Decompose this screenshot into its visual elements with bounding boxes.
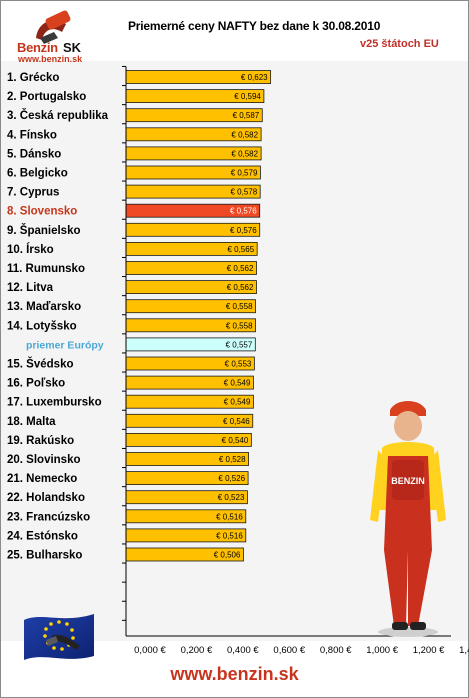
x-tick-label: 1,000 € bbox=[366, 645, 398, 656]
eu-flag-image bbox=[24, 614, 94, 660]
category-label: 5. Dánsko bbox=[7, 148, 61, 160]
value-label: € 0,579 bbox=[231, 169, 258, 178]
value-label: € 0,562 bbox=[227, 264, 254, 273]
value-label: € 0,578 bbox=[230, 188, 257, 197]
chart-title: Priemerné ceny NAFTY bez dane k 30.08.20… bbox=[128, 19, 381, 33]
value-label: € 0,557 bbox=[226, 340, 253, 349]
category-label: 20. Slovinsko bbox=[7, 454, 81, 466]
logo-suffix-text: SK bbox=[63, 40, 82, 55]
value-label: € 0,587 bbox=[233, 111, 260, 120]
value-label: € 0,576 bbox=[230, 207, 257, 216]
category-label: 15. Švédsko bbox=[7, 358, 73, 371]
fuel-nozzle-icon bbox=[36, 10, 71, 44]
logo-url-text: www.benzin.sk bbox=[18, 54, 83, 64]
chart-subtitle: v25 štátoch EU bbox=[360, 38, 439, 50]
value-label: € 0,526 bbox=[218, 474, 245, 483]
value-label: € 0,623 bbox=[241, 73, 268, 82]
category-label: 25. Bulharsko bbox=[7, 550, 82, 562]
value-label: € 0,594 bbox=[234, 92, 261, 101]
category-label: 19. Rakúsko bbox=[7, 435, 74, 447]
bars-layer: € 0,623 € 0,594 € 0,587 € 0,582 € 0,582 € 0,5… bbox=[125, 70, 272, 562]
value-label: € 0,516 bbox=[216, 531, 243, 540]
category-label: 3. Česká republika bbox=[7, 109, 109, 122]
category-label: 21. Nemecko bbox=[7, 473, 77, 485]
category-label: 18. Malta bbox=[7, 416, 56, 428]
x-tick-label: 0,600 € bbox=[273, 645, 305, 656]
value-label: € 0,540 bbox=[222, 436, 249, 445]
value-label: € 0,528 bbox=[219, 455, 246, 464]
x-tick-label: 0,800 € bbox=[320, 645, 352, 656]
category-label: 16. Poľsko bbox=[7, 378, 65, 390]
category-label: 9. Španielsko bbox=[7, 224, 81, 237]
category-labels: 1. Grécko 2. Portugalsko 3. Česká republik… bbox=[7, 72, 109, 562]
category-label: 11. Rumunsko bbox=[7, 263, 85, 275]
category-label-average: priemer Európy bbox=[26, 339, 104, 351]
x-tick-label: 0,000 € bbox=[134, 645, 166, 656]
axis: 0,000 € 0,200 € 0,400 € 0,600 € 0,800 € 1,000… bbox=[122, 65, 469, 656]
value-label: € 0,558 bbox=[226, 302, 253, 311]
value-label: € 0,582 bbox=[231, 130, 258, 139]
category-label: 24. Estónsko bbox=[7, 530, 78, 542]
category-label: 17. Luxembursko bbox=[7, 397, 102, 409]
category-label: 2. Portugalsko bbox=[7, 91, 86, 103]
value-label: € 0,549 bbox=[224, 379, 251, 388]
value-label: € 0,549 bbox=[224, 398, 251, 407]
category-label: 1. Grécko bbox=[7, 72, 59, 84]
x-tick-label: 0,200 € bbox=[181, 645, 213, 656]
svg-text:BENZIN: BENZIN bbox=[391, 476, 425, 486]
mechanic-mascot-image: BENZIN bbox=[370, 401, 446, 637]
footer-url: www.benzin.sk bbox=[170, 664, 299, 684]
x-tick-label: 0,400 € bbox=[227, 645, 259, 656]
category-label: 10. Írsko bbox=[7, 243, 54, 256]
value-label: € 0,553 bbox=[225, 360, 252, 369]
category-label: 4. Fínsko bbox=[7, 129, 57, 141]
value-label: € 0,516 bbox=[216, 512, 243, 521]
x-tick-label: 1,200 € bbox=[413, 645, 445, 656]
value-label: € 0,565 bbox=[227, 245, 254, 254]
x-tick-label: 1,400 € bbox=[459, 645, 469, 656]
value-label: € 0,523 bbox=[218, 493, 245, 502]
category-label: 22. Holandsko bbox=[7, 492, 85, 504]
benzin-logo bbox=[36, 10, 71, 44]
category-label: 12. Litva bbox=[7, 282, 54, 294]
category-label: 8. Slovensko bbox=[7, 206, 77, 218]
category-label: 7. Cyprus bbox=[7, 187, 59, 199]
value-label: € 0,562 bbox=[227, 283, 254, 292]
value-label: € 0,506 bbox=[214, 551, 241, 560]
category-label: 6. Belgicko bbox=[7, 168, 68, 180]
category-label: 13. Maďarsko bbox=[7, 301, 81, 313]
logo-brand-text: Benzin bbox=[17, 40, 58, 55]
category-label: 23. Francúzsko bbox=[7, 511, 90, 523]
value-label: € 0,582 bbox=[231, 149, 258, 158]
value-label: € 0,546 bbox=[223, 417, 250, 426]
value-label: € 0,576 bbox=[230, 226, 257, 235]
value-label: € 0,558 bbox=[226, 321, 253, 330]
category-label: 14. Lotyšsko bbox=[7, 320, 77, 332]
